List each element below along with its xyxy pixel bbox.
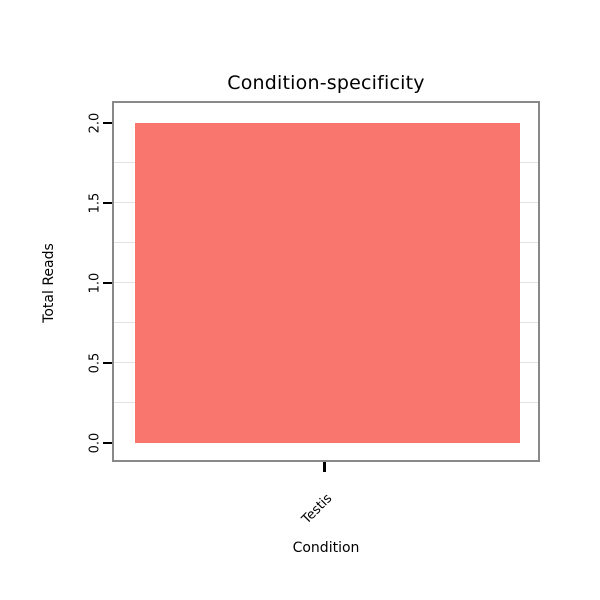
y-tick-mark xyxy=(103,442,112,444)
y-tick-label: 0.0 xyxy=(87,432,103,454)
y-tick-mark xyxy=(103,202,112,204)
plot-area xyxy=(112,101,540,462)
x-axis-title: Condition xyxy=(292,540,360,556)
y-axis-title: Total Reads xyxy=(41,243,57,323)
x-tick-mark xyxy=(323,462,326,472)
y-tick-label: 0.5 xyxy=(87,352,103,374)
y-tick-label: 1.5 xyxy=(87,192,103,214)
x-tick-label: Testis xyxy=(299,491,336,528)
chart-title: Condition-specificity xyxy=(227,72,425,94)
y-tick-mark xyxy=(103,282,112,284)
bar-testis xyxy=(135,123,520,443)
y-tick-mark xyxy=(103,362,112,364)
y-tick-label: 2.0 xyxy=(87,112,103,134)
y-tick-mark xyxy=(103,122,112,124)
y-tick-label: 1.0 xyxy=(87,272,103,294)
